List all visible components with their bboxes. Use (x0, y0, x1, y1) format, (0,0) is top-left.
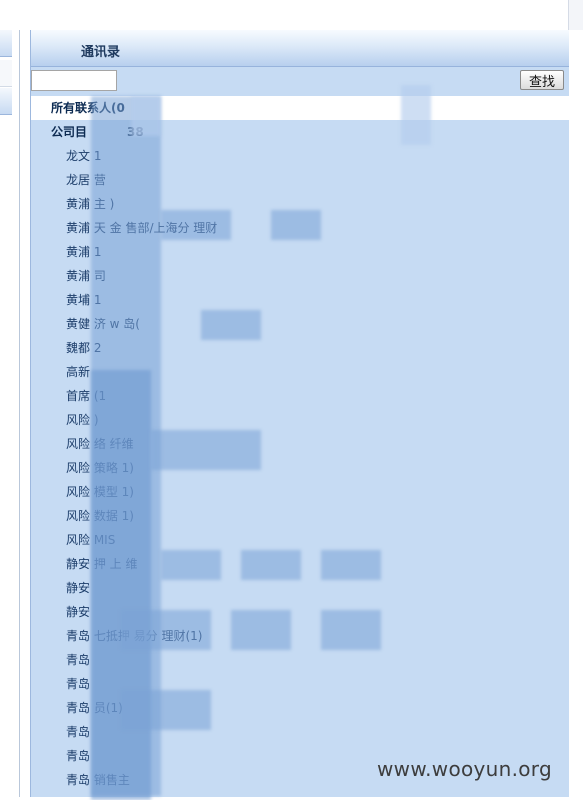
panel-header: 通讯录 (31, 30, 569, 67)
blur-mask (401, 85, 431, 145)
tree-contact-item[interactable]: 高新 (31, 360, 569, 384)
top-strip (0, 0, 583, 30)
left-nav-tab[interactable] (0, 88, 12, 115)
blur-mask (91, 370, 151, 800)
search-bar: 查找 (31, 67, 569, 96)
tree-item-label: 静安 (66, 581, 91, 595)
blur-mask (231, 610, 291, 650)
tree-contact-item[interactable]: 风险 ) (31, 408, 569, 432)
left-nav-panel (0, 30, 12, 797)
search-button[interactable]: 查找 (520, 70, 564, 90)
tree-contact-item[interactable]: 青岛 (31, 672, 569, 696)
blur-mask (241, 550, 301, 580)
panel-divider (19, 30, 20, 797)
left-nav-tab[interactable] (0, 60, 12, 87)
tree-item-label: 青岛 (66, 677, 91, 691)
tree-item-label: 高新 (66, 365, 91, 379)
tree-item-label: 青岛 (66, 749, 91, 763)
blur-mask (201, 310, 261, 340)
tree-item-label: 青岛 (66, 653, 91, 667)
blur-mask (151, 430, 261, 470)
tree-contact-item[interactable]: 静安 (31, 600, 569, 624)
tree-contact-item[interactable]: 青岛 (31, 720, 569, 744)
tree-contact-item[interactable]: 静安 (31, 576, 569, 600)
blur-mask (161, 550, 221, 580)
blur-mask (121, 690, 211, 730)
watermark-text: www.wooyun.org (377, 757, 552, 781)
tree-item-label: 静安 (66, 605, 91, 619)
tree-item-label: 风险 ) (66, 413, 99, 427)
blur-mask (121, 610, 211, 650)
left-nav-tab[interactable] (0, 30, 12, 57)
tree-item-label: 公司目 (51, 125, 88, 139)
blur-mask (161, 210, 231, 240)
search-input[interactable] (31, 70, 117, 91)
blur-mask (271, 210, 321, 240)
blur-mask (321, 610, 381, 650)
panel-title: 通讯录 (81, 45, 121, 60)
blur-mask (321, 550, 381, 580)
tree-item-label: 青岛 (66, 725, 91, 739)
tree-contact-item[interactable]: 青岛 (31, 648, 569, 672)
contacts-panel: 通讯录 查找 所有联系人(0公司目38龙文 1龙居 营黄浦 主 )黄浦 天 金 … (30, 30, 569, 800)
tree-contact-item[interactable]: 青岛 (31, 744, 569, 768)
window-edge (568, 0, 583, 30)
blur-mask (131, 96, 161, 136)
